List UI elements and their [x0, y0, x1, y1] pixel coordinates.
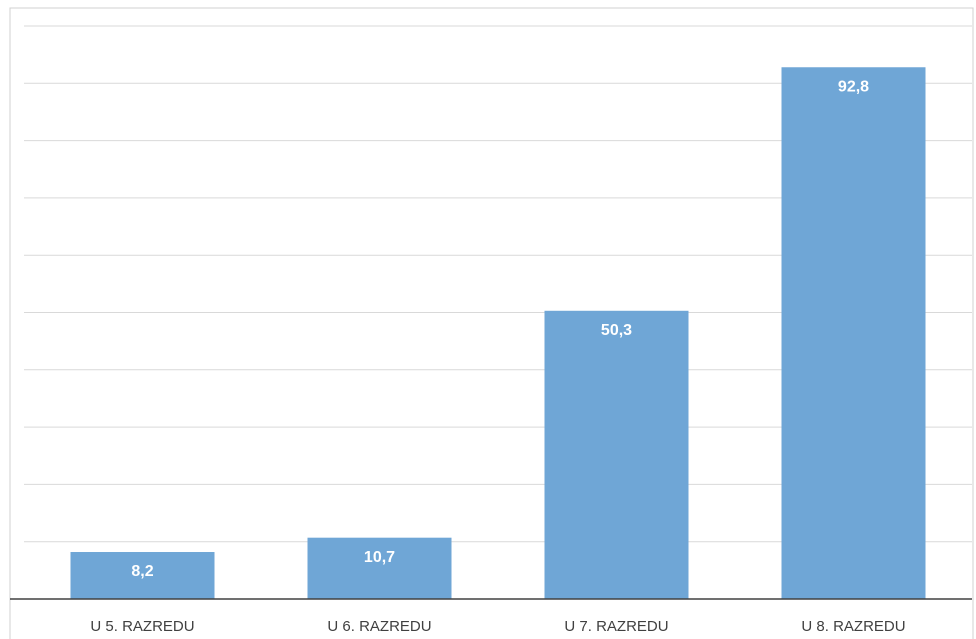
bar	[307, 537, 452, 599]
bar	[544, 310, 689, 599]
bar	[781, 67, 926, 600]
value-label: 50,3	[601, 322, 632, 339]
value-label: 92,8	[838, 78, 869, 95]
x-tick-label: U 5. RAZREDU	[90, 618, 194, 635]
value-label: 10,7	[364, 549, 395, 566]
chart-border	[9, 7, 974, 639]
x-tick-label: U 8. RAZREDU	[801, 618, 905, 635]
x-tick-label: U 6. RAZREDU	[327, 618, 431, 635]
bar	[70, 552, 215, 599]
value-label: 8,2	[131, 563, 153, 580]
x-tick-label: U 7. RAZREDU	[564, 618, 668, 635]
